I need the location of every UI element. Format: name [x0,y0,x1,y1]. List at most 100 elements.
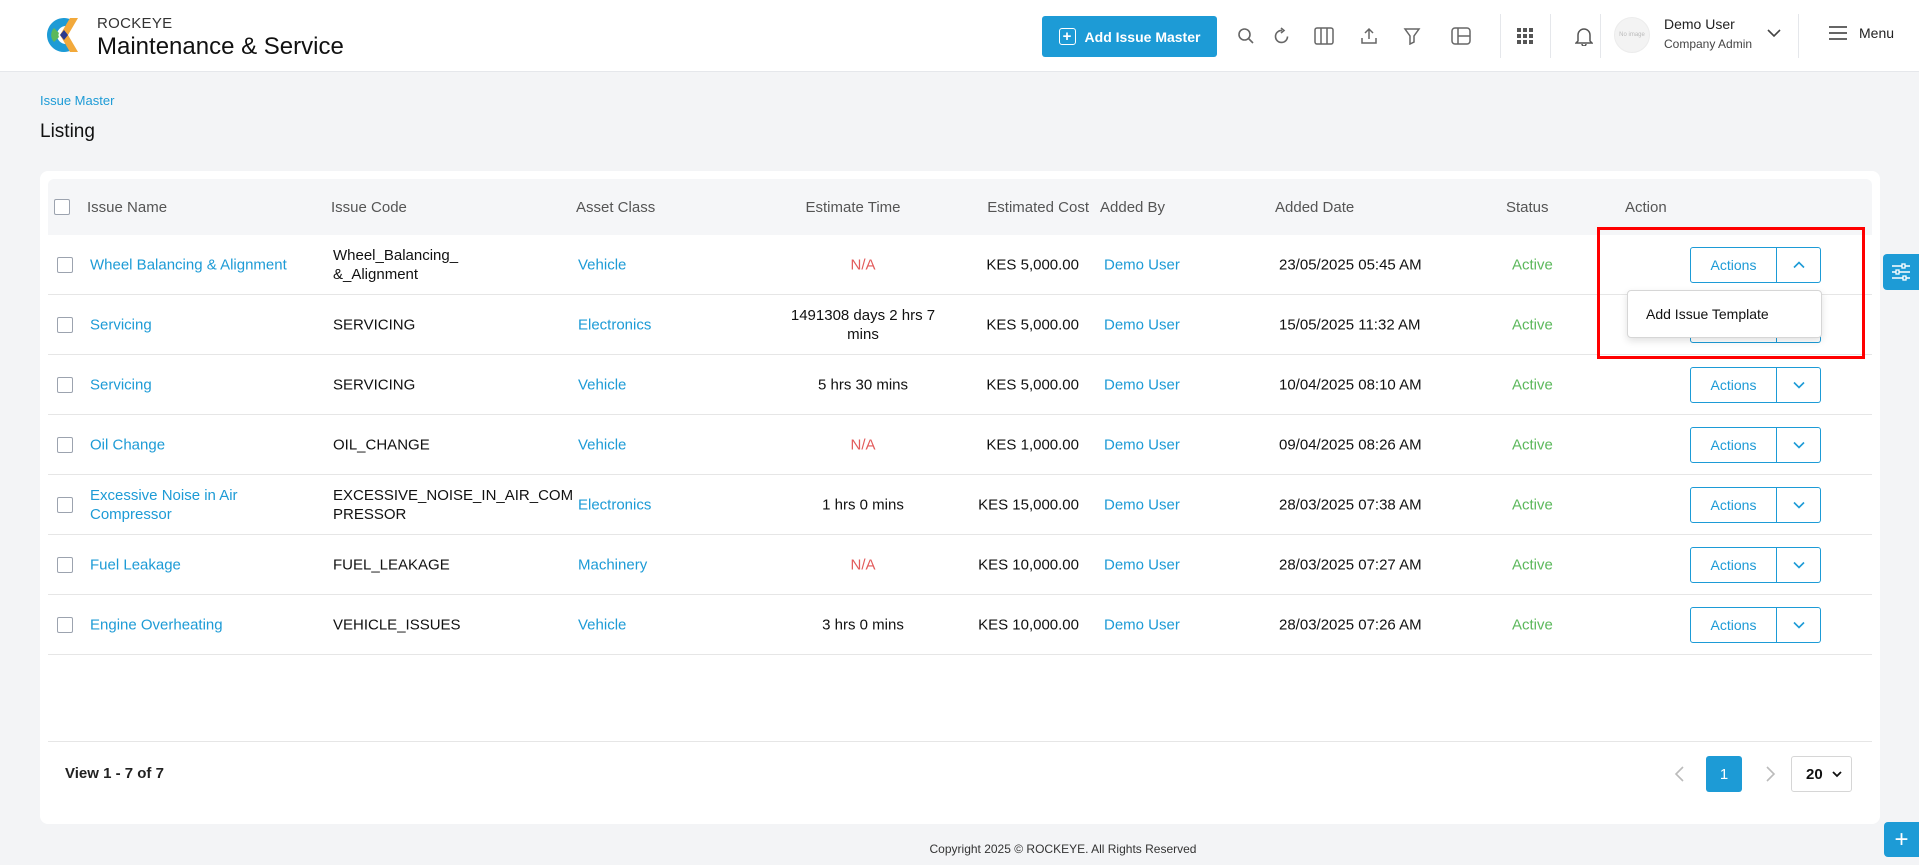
issue-name-link[interactable]: Fuel Leakage [90,555,320,574]
asset-class-link[interactable]: Electronics [578,496,652,513]
added-by-link[interactable]: Demo User [1104,376,1180,393]
issue-code: SERVICING [333,315,583,334]
chevron-up-icon [1792,260,1805,268]
hamburger-icon [1829,26,1847,40]
actions-button[interactable]: Actions [1690,606,1777,643]
select-all-checkbox[interactable] [54,199,70,215]
actions-button[interactable]: Actions [1690,366,1777,403]
chevron-down-icon[interactable] [1766,25,1782,41]
menu-button[interactable]: Menu [1828,25,1894,41]
row-checkbox[interactable] [57,497,73,513]
page-size-select[interactable]: 20 [1791,756,1852,792]
issue-name-link[interactable]: Servicing [90,315,320,334]
row-checkbox[interactable] [57,257,73,273]
breadcrumb[interactable]: Issue Master [40,93,115,108]
column-header-asset-class[interactable]: Asset Class [576,199,656,216]
add-issue-master-button[interactable]: + Add Issue Master [1042,16,1217,57]
row-checkbox[interactable] [57,617,73,633]
asset-class-link[interactable]: Vehicle [578,376,627,393]
avatar[interactable]: No image [1614,17,1650,53]
actions-toggle[interactable] [1777,606,1821,643]
actions-group: Actions [1690,486,1821,523]
menu-label: Menu [1859,25,1895,41]
status-badge: Active [1512,496,1553,513]
column-header-issue-code[interactable]: Issue Code [331,199,407,216]
issue-name-link[interactable]: Engine Overheating [90,615,320,634]
issue-code-line1: SERVICING [333,316,416,333]
issue-name-text: Excessive Noise in Air Compressor [90,486,238,523]
app-title: Maintenance & Service [97,33,344,60]
app-header: ROCKEYE Maintenance & Service + Add Issu… [0,0,1919,72]
chevron-left-icon[interactable] [1673,765,1687,783]
row-checkbox[interactable] [57,437,73,453]
actions-toggle[interactable] [1777,426,1821,463]
issue-name-link[interactable]: Servicing [90,375,320,394]
refresh-icon[interactable] [1269,24,1293,48]
page-number-button[interactable]: 1 [1706,756,1742,792]
actions-toggle[interactable] [1777,246,1821,283]
page-title: Listing [40,121,95,142]
page-size-value: 20 [1806,765,1823,783]
columns-icon[interactable] [1312,24,1336,48]
column-header-added-date[interactable]: Added Date [1275,199,1355,216]
export-icon[interactable] [1357,24,1381,48]
search-icon[interactable] [1234,24,1258,48]
actions-button[interactable]: Actions [1690,426,1777,463]
column-header-estimate-time[interactable]: Estimate Time [805,199,901,216]
actions-toggle[interactable] [1777,546,1821,583]
actions-toggle[interactable] [1777,486,1821,523]
row-checkbox[interactable] [57,377,73,393]
asset-class-link[interactable]: Electronics [578,316,652,333]
added-by-link[interactable]: Demo User [1104,436,1180,453]
chevron-down-icon [1792,501,1805,509]
column-header-estimated-cost[interactable]: Estimated Cost [987,199,1089,216]
status-badge: Active [1512,616,1553,633]
filter-settings-tab[interactable] [1883,254,1919,290]
bell-icon[interactable] [1572,24,1596,48]
user-role: Company Admin [1664,37,1753,51]
row-checkbox[interactable] [57,317,73,333]
asset-class-link[interactable]: Vehicle [578,616,627,633]
issue-name-link[interactable]: Wheel Balancing & Alignment [90,255,320,274]
actions-button[interactable]: Actions [1690,246,1777,283]
actions-button[interactable]: Actions [1690,546,1777,583]
issue-code: Wheel_Balancing_ &_Alignment [333,246,583,284]
row-checkbox[interactable] [57,557,73,573]
estimate-time-line2: mins [847,325,879,343]
status-badge: Active [1512,556,1553,573]
added-date: 10/04/2025 08:10 AM [1279,376,1422,393]
issue-name-text: Wheel Balancing & Alignment [90,256,287,273]
added-by-link[interactable]: Demo User [1104,556,1180,573]
added-by-link[interactable]: Demo User [1104,616,1180,633]
added-date: 28/03/2025 07:27 AM [1279,556,1422,573]
column-header-issue-name[interactable]: Issue Name [87,199,168,216]
issue-name-link[interactable]: Oil Change [90,435,320,454]
column-header-added-by[interactable]: Added By [1100,199,1166,216]
issue-name-link[interactable]: Excessive Noise in Air Compressor [90,486,320,524]
chevron-right-icon[interactable] [1763,765,1777,783]
issue-code-line2: &_Alignment [333,265,419,283]
dropdown-item-add-issue-template[interactable]: Add Issue Template [1627,290,1822,338]
asset-class-link[interactable]: Vehicle [578,436,627,453]
added-by-link[interactable]: Demo User [1104,316,1180,333]
issue-code-line1: Wheel_Balancing_ [333,246,459,264]
header-divider [1600,14,1601,58]
layout-icon[interactable] [1449,24,1473,48]
table-row: Fuel Leakage FUEL_LEAKAGE Machinery N/A KES … [48,535,1872,595]
estimate-time: N/A [778,435,948,454]
actions-toggle[interactable] [1777,366,1821,403]
estimate-time: N/A [778,255,948,274]
asset-class-link[interactable]: Machinery [578,556,648,573]
issue-code: VEHICLE_ISSUES [333,615,583,634]
issue-code-line1: SERVICING [333,376,416,393]
quick-add-plus-icon[interactable]: + [1884,822,1919,857]
added-by-link[interactable]: Demo User [1104,256,1180,273]
user-name[interactable]: Demo User [1664,16,1735,32]
asset-class-link[interactable]: Vehicle [578,256,627,273]
apps-grid-icon[interactable] [1513,24,1537,48]
added-by-link[interactable]: Demo User [1104,496,1180,513]
filter-icon[interactable] [1400,24,1424,48]
column-header-status[interactable]: Status [1506,199,1549,216]
actions-button[interactable]: Actions [1690,486,1777,523]
issue-code: FUEL_LEAKAGE [333,555,583,574]
